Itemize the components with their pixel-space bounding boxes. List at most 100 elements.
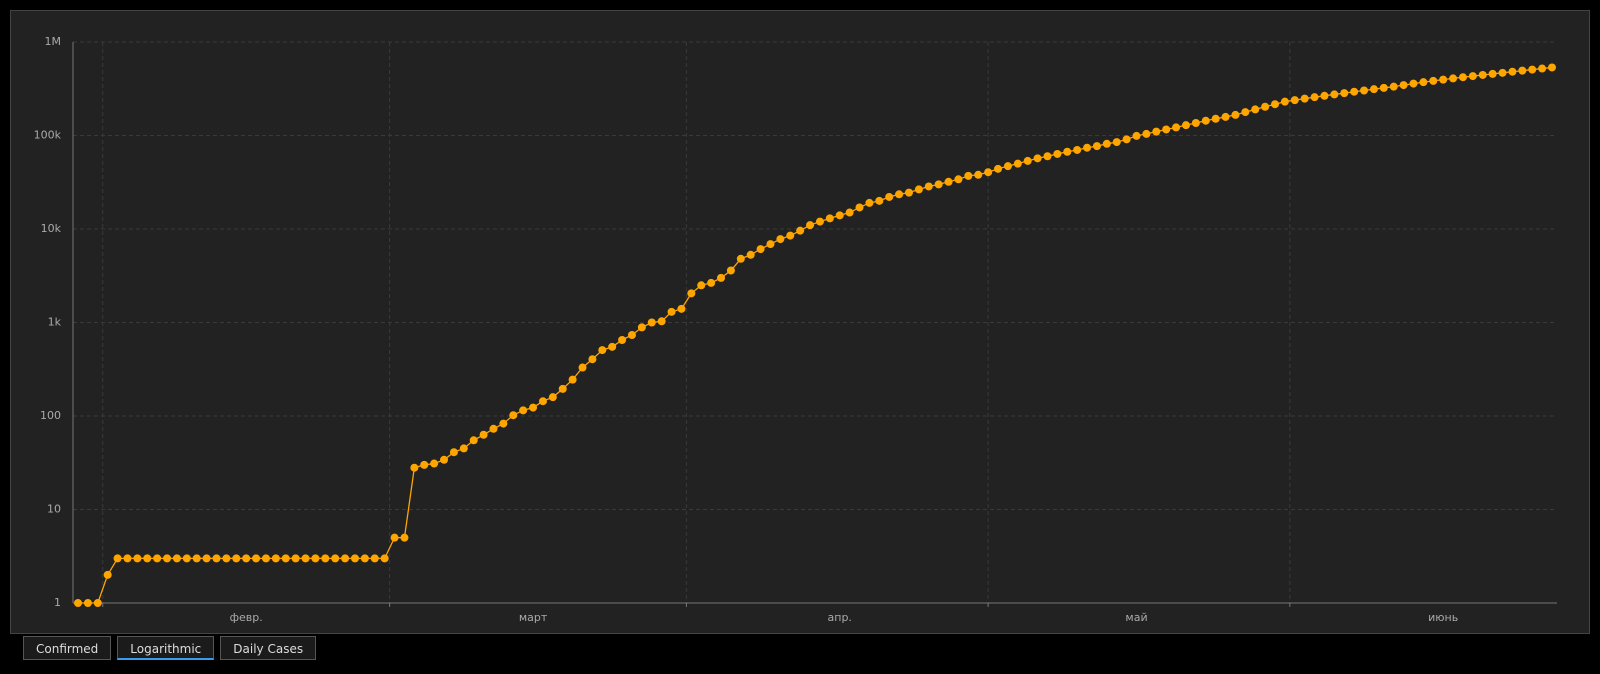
data-point bbox=[1142, 129, 1151, 138]
data-point bbox=[766, 240, 775, 249]
data-point bbox=[479, 430, 488, 439]
data-point bbox=[1221, 112, 1230, 121]
data-point bbox=[618, 335, 627, 344]
data-point bbox=[360, 554, 369, 563]
data-point bbox=[608, 342, 617, 351]
data-point bbox=[1023, 156, 1032, 165]
data-point bbox=[103, 570, 112, 579]
data-point bbox=[954, 175, 963, 184]
data-point bbox=[855, 203, 864, 212]
data-point bbox=[271, 554, 280, 563]
data-point bbox=[202, 554, 211, 563]
data-point bbox=[1399, 81, 1408, 90]
data-point bbox=[242, 554, 251, 563]
y-tick-label: 10 bbox=[47, 503, 61, 516]
data-point bbox=[726, 266, 735, 275]
data-point bbox=[1280, 97, 1289, 106]
x-tick-label: февр. bbox=[230, 611, 263, 624]
tab-bar: Confirmed Logarithmic Daily Cases bbox=[23, 636, 317, 660]
chart-panel bbox=[10, 10, 1590, 634]
data-point bbox=[1389, 82, 1398, 91]
data-point bbox=[895, 190, 904, 199]
x-tick-label: июнь bbox=[1428, 611, 1458, 624]
data-point bbox=[1538, 64, 1547, 73]
data-point bbox=[1073, 145, 1082, 154]
data-point bbox=[1231, 110, 1240, 119]
data-point bbox=[806, 221, 815, 230]
data-point bbox=[1449, 74, 1458, 83]
data-point bbox=[1350, 87, 1359, 96]
data-point bbox=[1003, 162, 1012, 171]
data-point bbox=[558, 384, 567, 393]
data-point bbox=[440, 455, 449, 464]
data-point bbox=[1191, 119, 1200, 128]
data-point bbox=[281, 554, 290, 563]
data-point bbox=[410, 463, 419, 472]
y-tick-label: 1M bbox=[45, 35, 62, 48]
x-tick-label: май bbox=[1125, 611, 1147, 624]
tab[interactable]: Daily Cases bbox=[220, 636, 317, 660]
data-point bbox=[657, 317, 666, 326]
data-point bbox=[449, 448, 458, 457]
data-point bbox=[1053, 149, 1062, 158]
data-point bbox=[291, 554, 300, 563]
x-tick-label: март bbox=[519, 611, 548, 624]
data-point bbox=[964, 171, 973, 180]
data-point bbox=[568, 375, 577, 384]
data-point bbox=[1112, 138, 1121, 147]
tab[interactable]: Confirmed bbox=[23, 636, 112, 660]
data-point bbox=[143, 554, 152, 563]
data-point bbox=[1379, 83, 1388, 92]
data-point bbox=[232, 554, 241, 563]
data-point bbox=[707, 278, 716, 287]
y-tick-label: 100 bbox=[40, 409, 61, 422]
data-point bbox=[163, 554, 172, 563]
data-point bbox=[420, 460, 429, 469]
data-point bbox=[390, 533, 399, 542]
data-point bbox=[74, 599, 82, 607]
data-point bbox=[598, 346, 607, 355]
data-point bbox=[489, 424, 498, 433]
data-point bbox=[588, 355, 597, 364]
data-point bbox=[1122, 135, 1131, 144]
data-point bbox=[1360, 86, 1369, 95]
y-tick-label: 1k bbox=[48, 316, 62, 329]
data-point bbox=[509, 411, 518, 420]
data-point bbox=[331, 554, 340, 563]
data-point bbox=[341, 554, 350, 563]
data-point bbox=[776, 235, 785, 244]
data-point bbox=[469, 436, 478, 445]
data-point bbox=[578, 363, 587, 372]
data-point bbox=[1043, 152, 1052, 161]
data-point bbox=[133, 554, 142, 563]
data-point bbox=[1409, 79, 1418, 88]
data-point bbox=[974, 170, 983, 179]
data-point bbox=[786, 231, 795, 240]
data-point bbox=[1508, 67, 1517, 76]
data-point bbox=[1162, 125, 1171, 134]
tab[interactable]: Logarithmic bbox=[117, 636, 215, 660]
data-point bbox=[934, 180, 943, 189]
data-point bbox=[1083, 143, 1092, 152]
data-point bbox=[430, 459, 439, 468]
data-point bbox=[677, 304, 686, 313]
data-point bbox=[815, 217, 824, 226]
data-point bbox=[1271, 100, 1280, 109]
data-point bbox=[825, 214, 834, 223]
data-point bbox=[459, 444, 468, 453]
data-point bbox=[529, 403, 538, 412]
data-point bbox=[311, 554, 320, 563]
data-point bbox=[914, 185, 923, 194]
data-point bbox=[212, 554, 221, 563]
data-point bbox=[1251, 105, 1260, 114]
data-point bbox=[1181, 121, 1190, 130]
data-point bbox=[944, 177, 953, 186]
data-point bbox=[153, 554, 162, 563]
data-point bbox=[1419, 78, 1428, 87]
data-point bbox=[1290, 96, 1299, 105]
data-point bbox=[261, 554, 270, 563]
data-point bbox=[192, 554, 201, 563]
data-point bbox=[796, 226, 805, 235]
data-point bbox=[746, 250, 755, 259]
data-point bbox=[83, 599, 92, 607]
